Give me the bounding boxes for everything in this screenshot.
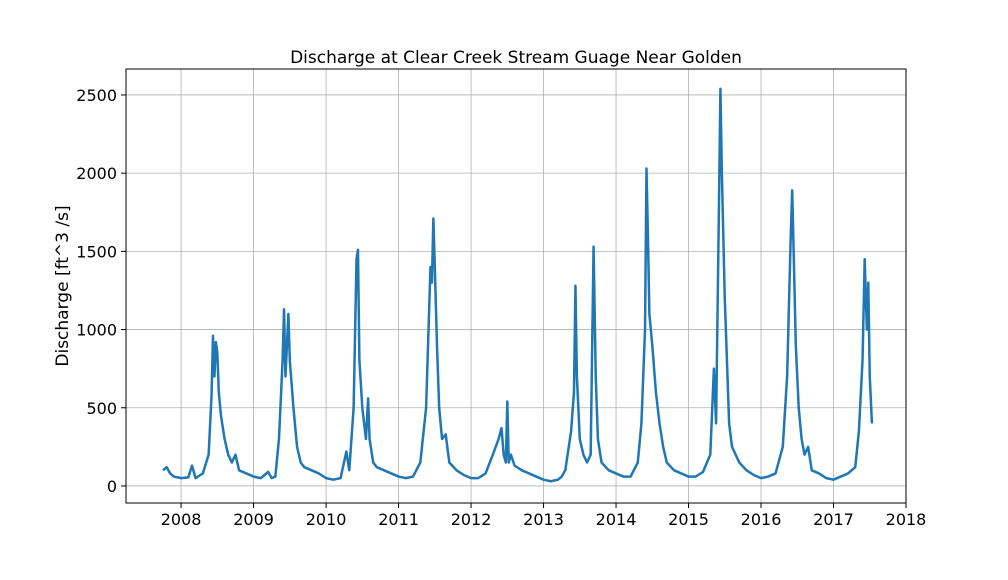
x-tick-label: 2013	[523, 510, 564, 529]
y-tick-label: 2500	[76, 86, 117, 105]
x-tick-label: 2016	[741, 510, 782, 529]
plot-frame	[125, 68, 907, 504]
x-tick-label: 2014	[596, 510, 637, 529]
y-tick-label: 500	[86, 399, 117, 418]
x-tick-label: 2018	[886, 510, 927, 529]
y-tick-label: 1000	[76, 321, 117, 340]
x-tick-label: 2015	[668, 510, 709, 529]
x-tick-label: 2008	[161, 510, 202, 529]
x-tick-label: 2011	[378, 510, 419, 529]
x-tick-label: 2012	[451, 510, 492, 529]
chart-title: Discharge at Clear Creek Stream Guage Ne…	[290, 48, 742, 68]
data-line	[162, 87, 874, 483]
y-axis-label: Discharge [ft^3 /s]	[53, 205, 73, 366]
y-tick-label: 1500	[76, 242, 117, 261]
y-tick-label: 2000	[76, 164, 117, 183]
x-tick-label: 2010	[306, 510, 347, 529]
y-tick-label: 0	[107, 477, 117, 496]
x-tick-label: 2009	[233, 510, 274, 529]
x-tick-label: 2017	[813, 510, 854, 529]
